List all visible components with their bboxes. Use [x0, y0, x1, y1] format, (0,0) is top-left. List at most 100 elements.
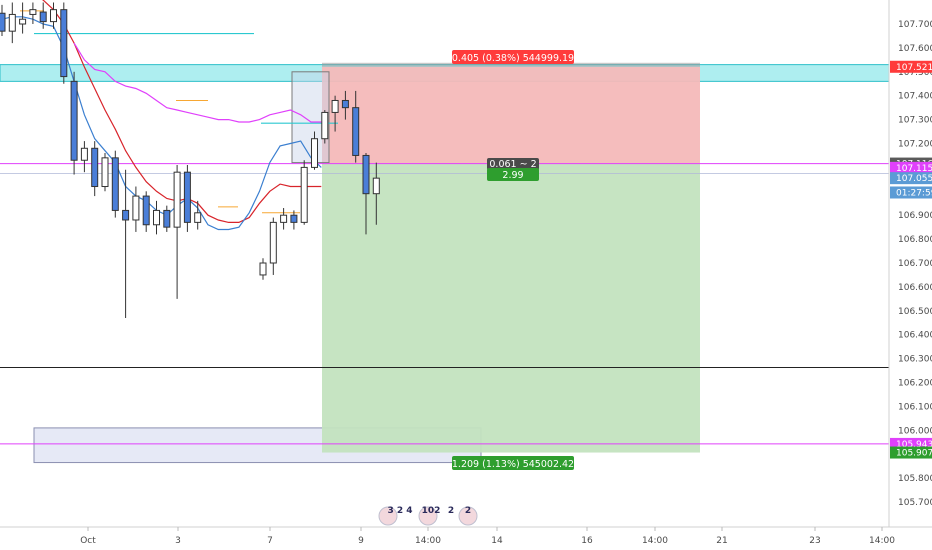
candle	[132, 186, 140, 232]
flag-icon	[458, 506, 478, 526]
price-tick-label: 107.600	[898, 44, 932, 54]
time-tick-label: 14	[491, 536, 503, 546]
candle-body	[111, 157, 119, 211]
price-tick-label: 106.100	[898, 402, 932, 412]
candle-body	[153, 209, 160, 226]
candle	[173, 165, 181, 299]
candle	[91, 141, 99, 197]
stop-label-bg	[452, 50, 574, 64]
candle	[341, 90, 349, 120]
horizontal-lines-layer	[0, 10, 889, 445]
candle-body	[91, 147, 99, 188]
flag-icon	[378, 506, 398, 526]
candle	[300, 160, 308, 225]
target-label: 1.209 (1.13%) 545002.42	[452, 456, 574, 470]
price-tags-layer: 107.521107.116107.115107.05501:27:59105.…	[890, 60, 932, 459]
candle	[372, 162, 380, 225]
candle-body	[259, 262, 267, 276]
time-tick-label: 23	[809, 536, 820, 546]
candle-body	[122, 209, 130, 221]
candle	[8, 2, 16, 44]
price-tick-label: 106.400	[898, 331, 932, 341]
price-tick-label: 106.000	[898, 426, 932, 436]
price-tag-bg	[890, 161, 932, 174]
price-tick-label: 106.700	[898, 259, 932, 269]
price-tag-text: 107.055	[896, 174, 932, 184]
stop-label-text: 0.405 (0.38%) 544999.19	[452, 53, 574, 64]
price-tag: 105.907	[890, 446, 932, 459]
time-tick-label: 7	[267, 536, 273, 546]
center-label-top: 0.061 ~ 2	[487, 158, 539, 170]
candle-body	[372, 177, 380, 195]
candle	[60, 2, 68, 84]
price-tag-text: 107.115	[896, 164, 932, 174]
price-tick-label: 107.300	[898, 116, 932, 126]
candle	[259, 258, 267, 280]
time-tick-label: 3	[175, 536, 181, 546]
candle-body	[80, 147, 88, 161]
price-tag: 107.521	[890, 60, 932, 73]
price-tick-label: 106.500	[898, 307, 932, 317]
price-tick-label: 106.200	[898, 379, 932, 389]
target-label-text: 1.209 (1.13%) 545002.42	[452, 459, 574, 470]
center-label-ratio-text: 2.99	[502, 170, 523, 181]
price-tick-label: 107.700	[898, 20, 932, 30]
candle	[50, 2, 57, 29]
stop-loss-zone	[322, 66, 700, 164]
candle	[352, 90, 360, 163]
candle	[101, 153, 109, 192]
moving-average-line-1	[1, 16, 322, 231]
price-tag-text: 01:27:59	[896, 188, 932, 198]
target-label-bg	[452, 456, 574, 470]
candle-body	[101, 157, 109, 188]
candle	[331, 95, 339, 132]
flag-icon	[418, 506, 438, 526]
candle	[111, 150, 119, 218]
time-tick-label: 14:00	[869, 536, 895, 546]
event-marker[interactable]: 102 2	[418, 506, 454, 526]
candle-body	[163, 209, 171, 228]
candle-body	[352, 107, 360, 156]
price-tag: 107.055	[890, 172, 932, 185]
time-tick-label: 16	[581, 536, 593, 546]
candle	[153, 200, 160, 235]
time-axis: Oct 3 7 9 14:00 14 16 14:00 21 23 14:00	[0, 526, 932, 546]
candle-body	[300, 166, 308, 223]
candle-body	[39, 11, 47, 23]
take-profit-zone	[322, 163, 700, 453]
price-tag-bg	[890, 172, 932, 185]
candle-body	[194, 212, 202, 223]
stop-label: 0.405 (0.38%) 544999.19	[452, 50, 574, 64]
price-tick-label: 105.700	[898, 498, 932, 508]
candle	[39, 2, 47, 29]
price-tag: 107.115	[890, 161, 932, 174]
moving-average-line-2	[73, 42, 322, 123]
candle	[269, 217, 277, 275]
candle-body	[50, 9, 57, 23]
price-tick-label: 105.800	[898, 474, 932, 484]
candle	[362, 153, 370, 235]
event-marker[interactable]: 2	[458, 506, 478, 526]
event-text: 2	[465, 506, 471, 516]
candle	[280, 208, 288, 230]
price-tick-label: 106.600	[898, 283, 932, 293]
candle-body	[132, 195, 140, 221]
candle-body	[341, 99, 349, 109]
candle	[163, 205, 171, 232]
center-label-top-text: 0.061 ~ 2	[489, 159, 536, 170]
candle-body	[362, 154, 370, 195]
candle	[0, 4, 6, 36]
candle	[321, 110, 329, 144]
price-tick-label: 106.900	[898, 211, 932, 221]
candle-body	[142, 195, 150, 226]
time-tick-label: Oct	[80, 536, 96, 546]
candle-body	[19, 18, 27, 25]
event-marker[interactable]: 3 2 4	[378, 506, 413, 526]
candle-body	[173, 171, 181, 228]
candle-body	[280, 214, 288, 223]
events-layer[interactable]: 3 2 4 102 2 2	[378, 506, 478, 526]
price-tick-label: 107.500	[898, 68, 932, 78]
candle-body	[290, 214, 298, 223]
candle	[80, 141, 88, 173]
